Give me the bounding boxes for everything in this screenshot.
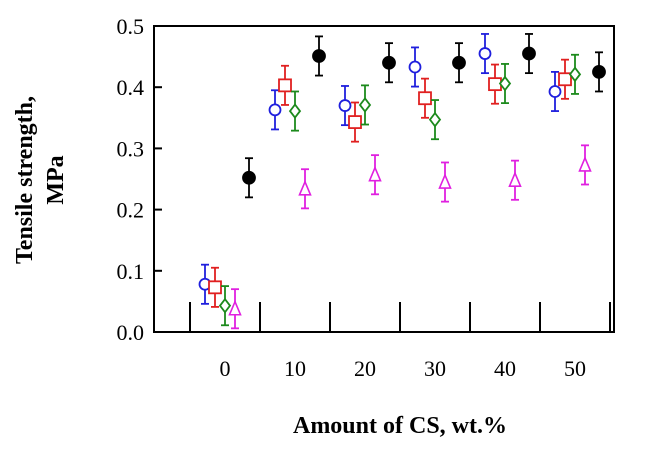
data-point — [340, 100, 351, 111]
data-point — [510, 173, 521, 186]
data-point — [550, 86, 561, 97]
data-point — [453, 57, 465, 69]
data-point — [430, 113, 440, 126]
y-axis-title-line2: MPa — [43, 155, 69, 204]
data-point — [300, 182, 311, 195]
x-tick-label: 40 — [494, 356, 516, 381]
data-point — [349, 116, 361, 128]
y-tick-label: 0.2 — [117, 198, 145, 223]
data-point — [290, 105, 300, 118]
x-tick-label: 10 — [284, 356, 306, 381]
data-point — [593, 66, 605, 78]
x-tick-label: 0 — [220, 356, 231, 381]
data-marks — [200, 34, 606, 328]
y-tick-label: 0.1 — [117, 259, 145, 284]
series-blue-circle — [200, 34, 561, 304]
data-point — [419, 92, 431, 104]
data-point — [279, 79, 291, 91]
data-point — [270, 104, 281, 115]
axis-ticks: 0.0 0.1 0.2 0.3 0.4 0.5 0 10 20 30 40 50 — [117, 14, 611, 381]
data-point — [489, 78, 501, 90]
data-point — [230, 302, 241, 315]
data-point — [480, 48, 491, 59]
x-tick-label: 30 — [424, 356, 446, 381]
y-tick-label: 0.4 — [117, 75, 145, 100]
x-tick-label: 20 — [354, 356, 376, 381]
data-point — [220, 299, 230, 312]
data-point — [370, 168, 381, 181]
y-axis-title-line1: Tensile strength, — [12, 96, 38, 264]
x-axis-title: Amount of CS, wt.% — [293, 413, 507, 439]
data-point — [383, 57, 395, 69]
data-point — [410, 62, 421, 73]
data-point — [440, 175, 451, 188]
data-point — [580, 158, 591, 171]
y-tick-label: 0.5 — [117, 14, 145, 39]
data-point — [243, 172, 255, 184]
x-tick-label: 50 — [564, 356, 586, 381]
series-green-diamond — [220, 55, 580, 326]
data-point — [523, 48, 535, 60]
data-point — [313, 50, 325, 62]
series-magenta-triangle — [230, 145, 591, 328]
data-point — [559, 73, 571, 85]
chart: 0.0 0.1 0.2 0.3 0.4 0.5 0 10 20 30 40 50 Amount of … — [0, 0, 656, 452]
data-point — [360, 98, 370, 111]
data-point — [209, 281, 221, 293]
y-tick-label: 0.0 — [117, 320, 145, 345]
y-tick-label: 0.3 — [117, 136, 145, 161]
